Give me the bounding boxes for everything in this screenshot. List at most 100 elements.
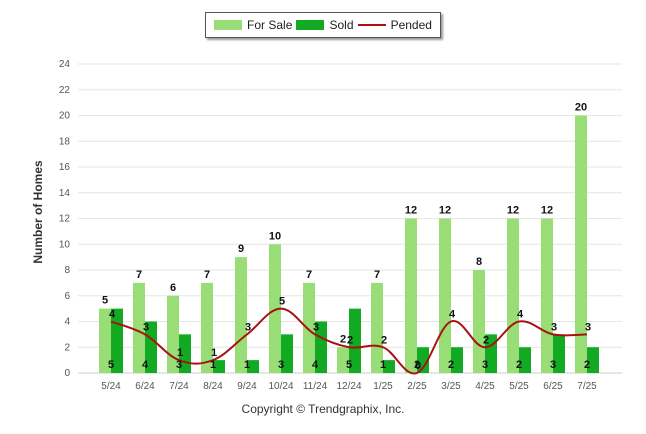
label-pended: 2 — [381, 334, 387, 346]
label-pended: 1 — [177, 347, 183, 359]
label-sold: 1 — [210, 359, 216, 371]
bar-sold — [451, 347, 463, 373]
legend-label-pended: Pended — [390, 18, 432, 32]
x-tick-label: 6/25 — [543, 381, 563, 392]
x-tick-label: 10/24 — [268, 381, 293, 392]
label-for-sale: 12 — [541, 205, 553, 217]
bar-for-sale — [405, 218, 417, 373]
y-tick-label: 10 — [59, 239, 71, 250]
bar-for-sale — [235, 257, 247, 373]
legend-item-sold[interactable]: Sold — [296, 18, 354, 32]
bar-for-sale — [133, 282, 145, 373]
bar-sold — [247, 360, 259, 373]
y-tick-label: 18 — [59, 136, 71, 147]
label-sold: 3 — [176, 359, 182, 371]
label-sold: 5 — [346, 359, 352, 371]
label-for-sale: 7 — [204, 269, 210, 281]
bar-for-sale — [269, 244, 281, 373]
legend-swatch-for-sale — [214, 20, 243, 30]
bar-for-sale — [99, 308, 111, 373]
bar-for-sale — [303, 282, 315, 373]
x-tick-label: 4/25 — [475, 381, 495, 392]
bar-for-sale — [337, 347, 349, 373]
label-sold: 4 — [312, 359, 319, 371]
label-for-sale: 12 — [439, 205, 451, 217]
label-pended: 3 — [585, 321, 591, 333]
label-for-sale: 10 — [269, 230, 281, 242]
bar-sold — [553, 334, 565, 373]
bar-for-sale — [575, 115, 587, 373]
bar-sold — [519, 347, 531, 373]
legend: For Sale Sold Pended — [205, 12, 441, 38]
label-for-sale: 9 — [238, 243, 244, 255]
x-tick-label: 5/24 — [101, 381, 121, 392]
label-pended: 4 — [449, 309, 456, 321]
y-tick-label: 4 — [64, 317, 70, 328]
bar-for-sale — [507, 218, 519, 373]
label-sold: 3 — [278, 359, 284, 371]
label-for-sale: 8 — [476, 256, 482, 268]
bar-sold — [315, 321, 327, 373]
label-pended: 3 — [313, 321, 319, 333]
label-sold: 1 — [244, 359, 250, 371]
label-for-sale: 6 — [170, 282, 176, 294]
label-for-sale: 12 — [405, 205, 417, 217]
y-axis-label: Number of Homes — [31, 160, 45, 264]
label-sold: 5 — [108, 359, 114, 371]
label-pended: 3 — [143, 321, 149, 333]
bars — [99, 115, 599, 373]
label-sold: 2 — [516, 359, 522, 371]
x-tick-label: 11/24 — [303, 381, 328, 392]
label-for-sale: 7 — [306, 269, 312, 281]
label-pended: 2 — [483, 334, 489, 346]
legend-swatch-sold — [296, 20, 325, 30]
x-axis-ticks: 5/24 6/24 7/24 8/24 9/24 10/24 11/24 12/24 1/25 2… — [101, 381, 597, 392]
label-pended: 3 — [245, 321, 251, 333]
x-tick-label: 2/25 — [407, 381, 427, 392]
y-tick-label: 2 — [64, 342, 70, 353]
bar-sold — [145, 321, 157, 373]
x-tick-label: 3/25 — [441, 381, 461, 392]
label-pended: 3 — [551, 321, 557, 333]
bar-sold — [213, 360, 225, 373]
y-tick-label: 20 — [59, 111, 71, 122]
bar-for-sale — [439, 218, 451, 373]
x-tick-label: 7/25 — [577, 381, 597, 392]
label-sold: 3 — [482, 359, 488, 371]
x-tick-label: 7/24 — [169, 381, 189, 392]
bar-sold — [281, 334, 293, 373]
label-sold: 2 — [584, 359, 590, 371]
bar-for-sale — [371, 282, 383, 373]
y-tick-label: 24 — [59, 59, 71, 70]
label-pended: 4 — [109, 309, 116, 321]
x-tick-label: 8/24 — [203, 381, 223, 392]
x-tick-label: 9/24 — [237, 381, 257, 392]
legend-item-pended[interactable]: Pended — [357, 18, 432, 32]
bar-sold — [417, 347, 429, 373]
pended-series-line — [110, 307, 588, 375]
x-tick-label: 12/24 — [336, 381, 361, 392]
pended-line — [110, 307, 588, 375]
x-tick-label: 6/24 — [135, 381, 155, 392]
legend-label-sold: Sold — [329, 18, 354, 32]
bar-sold — [587, 347, 599, 373]
y-tick-label: 14 — [59, 188, 71, 199]
copyright-text: Copyright © Trendgraphix, Inc. — [241, 402, 405, 416]
y-tick-label: 12 — [59, 214, 71, 225]
y-tick-label: 0 — [64, 368, 70, 379]
legend-label-for-sale: For Sale — [247, 18, 293, 32]
bar-for-sale — [201, 282, 213, 373]
legend-swatch-pended — [357, 24, 386, 26]
label-sold: 1 — [380, 359, 386, 371]
legend-item-for-sale[interactable]: For Sale — [214, 18, 292, 32]
y-tick-label: 16 — [59, 162, 71, 173]
label-for-sale: 7 — [136, 269, 142, 281]
y-tick-label: 6 — [64, 291, 70, 302]
bar-for-sale — [541, 218, 553, 373]
label-pended: 1 — [211, 347, 217, 359]
label-for-sale: 2 — [340, 333, 346, 345]
x-tick-label: 1/25 — [373, 381, 393, 392]
y-tick-label: 8 — [64, 265, 70, 276]
